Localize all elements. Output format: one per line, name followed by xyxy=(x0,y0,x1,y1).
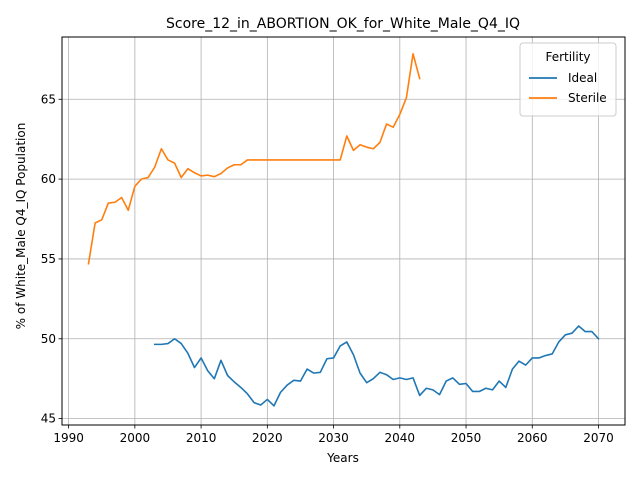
y-tick-label: 45 xyxy=(41,412,56,426)
y-axis-ticks: 45 50 55 60 65 xyxy=(41,92,62,426)
series-line-sterile xyxy=(87,52,421,265)
y-axis-label: % of White_Male Q4_IQ Population xyxy=(14,123,28,330)
x-tick-label: 2050 xyxy=(451,431,482,445)
x-tick-label: 2020 xyxy=(252,431,283,445)
y-tick-label: 65 xyxy=(41,92,56,106)
chart-title: Score_12_in_ABORTION_OK_for_White_Male_Q… xyxy=(166,16,520,32)
x-axis-ticks: 1990 2000 2010 2020 2030 2040 2050 2060 2070 xyxy=(53,425,614,445)
x-tick-label: 2000 xyxy=(120,431,151,445)
x-tick-label: 1990 xyxy=(53,431,84,445)
x-tick-label: 2060 xyxy=(517,431,548,445)
x-tick-label: 2030 xyxy=(318,431,349,445)
x-axis-label: Years xyxy=(326,451,359,465)
y-tick-label: 50 xyxy=(41,332,56,346)
legend-label-sterile: Sterile xyxy=(568,91,607,105)
y-tick-label: 55 xyxy=(41,252,56,266)
x-tick-label: 2010 xyxy=(186,431,217,445)
legend-title: Fertility xyxy=(545,50,590,64)
x-tick-label: 2070 xyxy=(583,431,614,445)
legend: Fertility Ideal Sterile xyxy=(519,42,617,117)
legend-label-ideal: Ideal xyxy=(568,71,597,85)
series-layer xyxy=(87,52,600,407)
x-tick-label: 2040 xyxy=(385,431,416,445)
y-tick-label: 60 xyxy=(41,172,56,186)
series-line-ideal xyxy=(153,325,600,407)
plot-frame xyxy=(61,36,626,426)
